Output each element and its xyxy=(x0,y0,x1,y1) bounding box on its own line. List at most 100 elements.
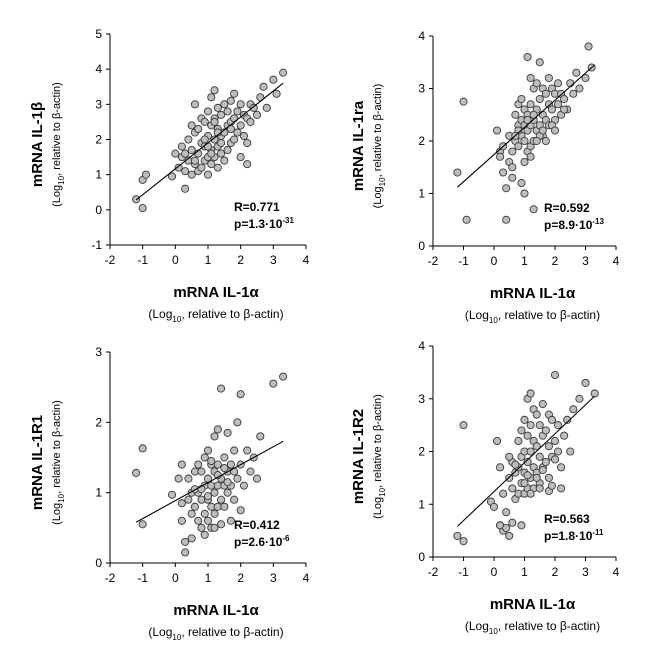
y-axis-title: mRNA IL-1R1 xyxy=(29,415,46,510)
data-point xyxy=(532,442,541,451)
regression-line xyxy=(135,82,284,201)
data-point xyxy=(575,394,584,403)
y-tick-label: 0 xyxy=(95,203,102,217)
data-point xyxy=(230,446,239,455)
data-point xyxy=(566,447,575,456)
x-tick-label: 2 xyxy=(552,565,559,579)
data-point xyxy=(220,100,229,109)
data-point xyxy=(213,163,222,172)
data-point xyxy=(194,460,203,469)
x-tick-label: -2 xyxy=(105,571,116,585)
data-point xyxy=(541,89,550,98)
data-point xyxy=(569,405,578,414)
data-point xyxy=(526,421,535,430)
data-point xyxy=(279,372,288,381)
data-point xyxy=(197,467,206,476)
data-point xyxy=(200,530,209,539)
data-point xyxy=(226,516,235,525)
data-point xyxy=(203,170,213,179)
x-axis-subtitle: (Log10, relative to β-actin) xyxy=(148,307,283,324)
data-point xyxy=(575,84,584,93)
data-point xyxy=(269,75,278,84)
x-tick-label: 4 xyxy=(613,565,620,579)
data-point xyxy=(141,170,150,179)
data-point xyxy=(252,474,262,483)
data-point xyxy=(459,97,468,106)
data-point xyxy=(210,135,219,144)
x-tick-label: -1 xyxy=(458,254,469,268)
data-point xyxy=(207,149,216,158)
data-point xyxy=(550,455,560,464)
data-point xyxy=(213,103,222,112)
data-point xyxy=(547,415,557,424)
data-point xyxy=(502,215,511,224)
data-point xyxy=(508,147,517,156)
data-point xyxy=(560,105,569,114)
x-tick-label: 1 xyxy=(521,254,528,268)
data-point xyxy=(223,488,232,497)
data-point xyxy=(535,94,544,104)
y-axis-title: mRNA IL-1R2 xyxy=(350,409,367,504)
data-point xyxy=(505,452,514,461)
data-point xyxy=(584,42,593,51)
y-axis-title: mRNA IL-1ra xyxy=(350,100,367,191)
data-point xyxy=(220,453,229,462)
y-tick-label: 4 xyxy=(95,62,102,76)
correlation-r-label: R=0.563 xyxy=(544,512,590,526)
data-point xyxy=(514,142,523,151)
data-point xyxy=(508,484,517,493)
data-point xyxy=(520,157,529,167)
data-point xyxy=(210,117,219,126)
x-tick-label: 3 xyxy=(270,571,277,585)
data-point xyxy=(520,415,529,424)
data-point xyxy=(223,107,232,116)
data-point xyxy=(187,121,196,130)
data-point xyxy=(217,138,226,148)
x-tick-label: 3 xyxy=(582,254,589,268)
data-point xyxy=(230,495,239,504)
scatter-panel: 0 1 2 3 -2 -1 0 1 2 3 4 R=0.412 p=2.6·10-6 mRNA IL-1α… xyxy=(29,345,310,642)
p-value-label: p=1.3·10-31 xyxy=(234,216,294,231)
data-point xyxy=(538,399,547,409)
correlation-r-label: R=0.771 xyxy=(234,200,280,214)
data-point xyxy=(249,103,258,112)
data-point xyxy=(236,100,245,109)
data-point xyxy=(532,136,541,146)
data-point xyxy=(177,499,186,508)
data-point xyxy=(236,121,245,130)
x-axis-subtitle: (Log10, relative to β-actin) xyxy=(465,308,600,325)
data-point xyxy=(187,509,196,518)
x-tick-label: 2 xyxy=(237,253,244,267)
data-point xyxy=(210,488,219,497)
data-point xyxy=(246,467,255,476)
data-point xyxy=(181,167,190,176)
data-point xyxy=(554,100,563,109)
y-axis-subtitle: (Log10, relative to β-actin) xyxy=(51,82,66,207)
x-tick-label: 0 xyxy=(491,254,498,268)
data-point xyxy=(560,431,569,440)
data-point xyxy=(554,421,563,430)
data-point xyxy=(581,378,590,387)
data-point xyxy=(197,163,206,172)
data-point xyxy=(174,163,183,172)
correlation-r-label: R=0.412 xyxy=(234,518,280,532)
x-tick-label: 4 xyxy=(613,254,620,268)
data-point xyxy=(210,86,219,95)
data-point xyxy=(217,520,226,529)
data-point xyxy=(541,457,550,467)
x-tick-label: 0 xyxy=(172,571,179,585)
data-point xyxy=(220,502,229,511)
data-point xyxy=(243,446,252,455)
data-point xyxy=(496,152,505,161)
x-tick-label: 4 xyxy=(303,253,310,267)
data-point xyxy=(489,502,499,511)
data-point xyxy=(132,195,141,204)
data-point xyxy=(523,457,532,467)
x-axis-title: mRNA IL-1α xyxy=(173,284,259,301)
data-point xyxy=(572,68,581,77)
data-point xyxy=(236,153,245,162)
x-tick-label: -1 xyxy=(458,565,469,579)
x-tick-label: 0 xyxy=(491,565,498,579)
